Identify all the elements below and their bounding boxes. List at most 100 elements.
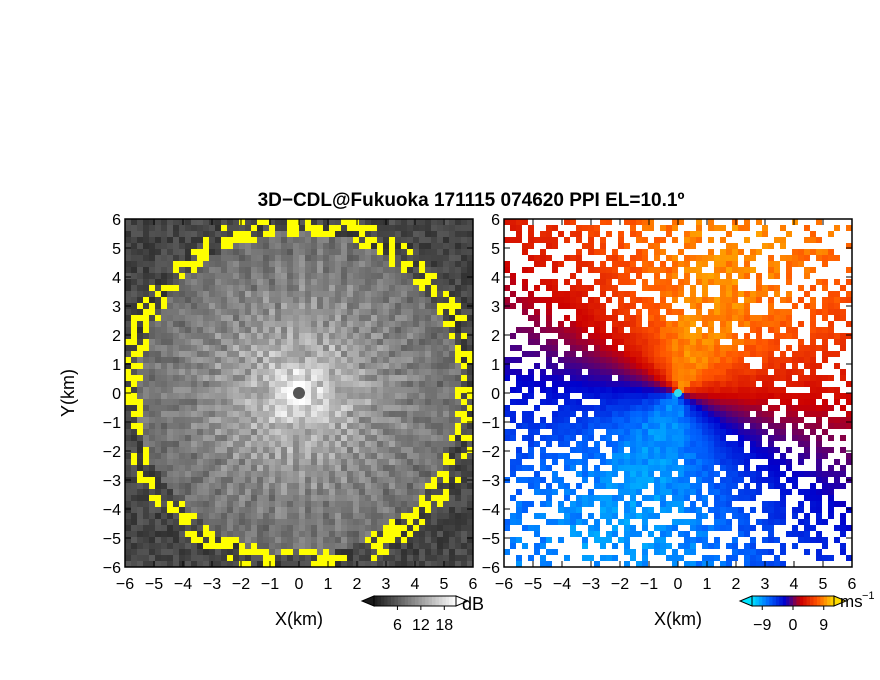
reflectivity-cell (383, 387, 389, 393)
reflectivity-cell (209, 435, 215, 441)
velocity-cell (690, 315, 696, 321)
velocity-cell (732, 219, 738, 225)
reflectivity-cell (437, 447, 443, 453)
velocity-cell (810, 249, 816, 255)
reflectivity-cell (125, 417, 131, 423)
reflectivity-cell (431, 429, 437, 435)
velocity-cell (606, 357, 612, 363)
reflectivity-cell (449, 303, 455, 309)
reflectivity-cell (461, 219, 467, 225)
reflectivity-cell (401, 345, 407, 351)
reflectivity-cell (131, 321, 137, 327)
reflectivity-cell (377, 495, 383, 501)
reflectivity-cell (305, 525, 311, 531)
reflectivity-cell (221, 261, 227, 267)
reflectivity-cell (401, 423, 407, 429)
reflectivity-cell (233, 513, 239, 519)
velocity-cell (822, 279, 828, 285)
reflectivity-cell (335, 381, 341, 387)
reflectivity-cell (323, 387, 329, 393)
reflectivity-cell (227, 441, 233, 447)
velocity-cell (804, 267, 810, 273)
velocity-cell (750, 345, 756, 351)
reflectivity-cell (197, 477, 203, 483)
velocity-cell (612, 357, 618, 363)
reflectivity-cell (437, 399, 443, 405)
reflectivity-cell (287, 477, 293, 483)
reflectivity-cell (167, 459, 173, 465)
reflectivity-cell (149, 507, 155, 513)
reflectivity-cell (179, 519, 185, 525)
velocity-cell (558, 321, 564, 327)
reflectivity-cell (335, 363, 341, 369)
velocity-cell (840, 369, 846, 375)
reflectivity-cell (227, 387, 233, 393)
velocity-cell (576, 303, 582, 309)
velocity-cell (600, 399, 606, 405)
velocity-cell (516, 237, 522, 243)
reflectivity-cell (269, 537, 275, 543)
reflectivity-cell (407, 321, 413, 327)
reflectivity-cell (401, 225, 407, 231)
reflectivity-cell (395, 393, 401, 399)
reflectivity-cell (407, 471, 413, 477)
reflectivity-cell (293, 327, 299, 333)
reflectivity-cell (293, 399, 299, 405)
reflectivity-cell (197, 315, 203, 321)
velocity-cell (714, 405, 720, 411)
reflectivity-cell (221, 375, 227, 381)
velocity-cell (726, 375, 732, 381)
colorbar-tick-label: 6 (393, 617, 402, 634)
reflectivity-cell (257, 333, 263, 339)
reflectivity-cell (365, 333, 371, 339)
reflectivity-cell (197, 471, 203, 477)
velocity-cell (660, 363, 666, 369)
reflectivity-cell (125, 369, 131, 375)
velocity-cell (528, 441, 534, 447)
velocity-cell (702, 273, 708, 279)
velocity-cell (792, 381, 798, 387)
reflectivity-cell (371, 243, 377, 249)
reflectivity-cell (437, 315, 443, 321)
reflectivity-cell (203, 489, 209, 495)
reflectivity-cell (251, 321, 257, 327)
reflectivity-cell (173, 513, 179, 519)
reflectivity-cell (407, 495, 413, 501)
reflectivity-cell (191, 543, 197, 549)
reflectivity-cell (179, 369, 185, 375)
reflectivity-cell (215, 477, 221, 483)
velocity-cell (798, 417, 804, 423)
reflectivity-cell (281, 495, 287, 501)
reflectivity-cell (269, 495, 275, 501)
reflectivity-cell (173, 525, 179, 531)
velocity-cell (696, 369, 702, 375)
reflectivity-cell (305, 321, 311, 327)
reflectivity-cell (323, 363, 329, 369)
reflectivity-ylabel: Y(km) (58, 369, 78, 417)
reflectivity-cell (179, 273, 185, 279)
reflectivity-cell (293, 513, 299, 519)
reflectivity-cell (365, 465, 371, 471)
velocity-cell (576, 315, 582, 321)
reflectivity-cell (269, 351, 275, 357)
reflectivity-cell (173, 327, 179, 333)
reflectivity-cell (323, 489, 329, 495)
reflectivity-cell (227, 399, 233, 405)
reflectivity-cell (287, 267, 293, 273)
velocity-cell (696, 381, 702, 387)
velocity-cell (630, 429, 636, 435)
reflectivity-cell (125, 357, 131, 363)
velocity-cell (840, 339, 846, 345)
reflectivity-cell (371, 249, 377, 255)
reflectivity-cell (293, 549, 299, 555)
velocity-cell (660, 393, 666, 399)
reflectivity-cell (401, 249, 407, 255)
reflectivity-cell (383, 447, 389, 453)
reflectivity-cell (155, 249, 161, 255)
reflectivity-cell (389, 483, 395, 489)
reflectivity-cell (263, 321, 269, 327)
reflectivity-cell (347, 435, 353, 441)
velocity-cell (708, 273, 714, 279)
reflectivity-cell (233, 477, 239, 483)
reflectivity-cell (449, 243, 455, 249)
